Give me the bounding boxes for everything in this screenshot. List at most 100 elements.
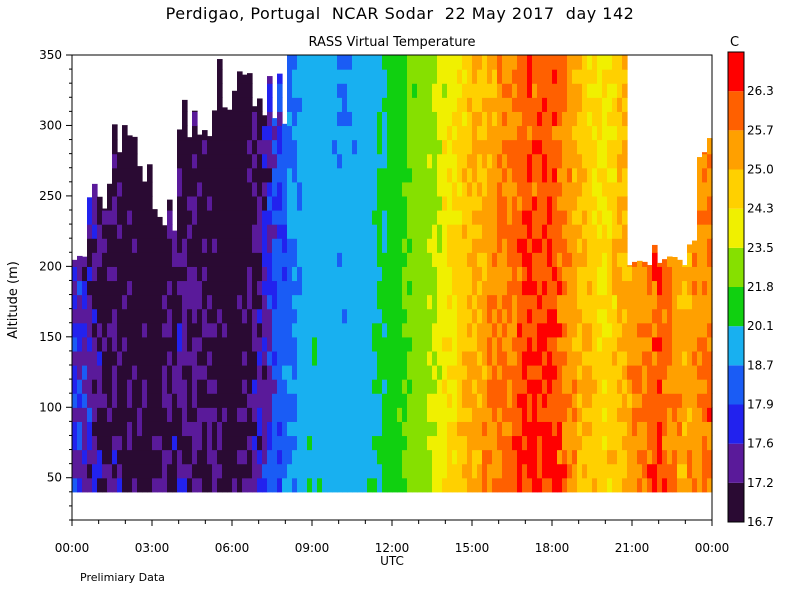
heatmap-cell [327, 83, 333, 98]
heatmap-cell [167, 210, 173, 225]
heatmap-cell [192, 252, 198, 267]
heatmap-cell [612, 252, 618, 267]
heatmap-cell [177, 350, 183, 366]
heatmap-cell [287, 379, 293, 394]
heatmap-cell [487, 111, 493, 127]
heatmap-cell [457, 181, 463, 197]
heatmap-cell [157, 280, 163, 296]
heatmap-cell [702, 224, 708, 239]
heatmap-cell [167, 407, 173, 422]
heatmap-cell [387, 153, 393, 169]
heatmap-cell [357, 393, 363, 408]
heatmap-cell [312, 224, 318, 239]
heatmap-cell [462, 365, 468, 380]
heatmap-cell [617, 336, 623, 352]
heatmap-cell [222, 336, 228, 352]
heatmap-cell [687, 365, 693, 380]
heatmap-cell [592, 379, 598, 394]
heatmap-cell [262, 280, 268, 296]
heatmap-cell [397, 153, 403, 169]
heatmap-cell [557, 336, 563, 352]
heatmap-cell [307, 463, 313, 479]
heatmap-cell [532, 463, 538, 479]
heatmap-cell [472, 83, 478, 98]
heatmap-cell [537, 111, 543, 127]
heatmap-cell [577, 322, 583, 338]
heatmap-cell [577, 195, 583, 211]
heatmap-cell [297, 463, 303, 479]
heatmap-cell [182, 167, 188, 183]
heatmap-cell [442, 322, 448, 338]
heatmap-cell [422, 153, 428, 169]
heatmap-cell [457, 266, 463, 282]
heatmap-cell [472, 153, 478, 169]
heatmap-cell [637, 280, 643, 296]
heatmap-cell [182, 393, 188, 408]
heatmap-cell [102, 252, 108, 267]
heatmap-cell [472, 365, 478, 380]
heatmap-cell [257, 266, 263, 282]
heatmap-cell [602, 336, 608, 352]
heatmap-cell [342, 153, 348, 169]
heatmap-cell [247, 238, 253, 253]
heatmap-cell [512, 463, 518, 479]
x-tick-label: 09:00 [295, 541, 330, 555]
heatmap-cell [602, 167, 608, 183]
heatmap-cell [117, 308, 123, 324]
heatmap-cell [472, 55, 478, 70]
heatmap-cell [497, 181, 503, 197]
heatmap-cell [562, 83, 568, 98]
heatmap-cell [327, 69, 333, 84]
heatmap-cell [397, 69, 403, 84]
heatmap-cell [542, 322, 548, 338]
heatmap-cell [172, 393, 178, 408]
heatmap-cell [582, 167, 588, 183]
heatmap-cell [232, 238, 238, 253]
heatmap-cell [377, 139, 383, 155]
heatmap-cell [187, 407, 193, 422]
heatmap-cell [407, 224, 413, 239]
heatmap-cell [387, 463, 393, 479]
heatmap-cell [202, 393, 208, 408]
heatmap-cell [707, 238, 713, 253]
heatmap-cell [397, 322, 403, 338]
heatmap-cell [352, 477, 358, 493]
heatmap-cell [127, 153, 133, 169]
heatmap-cell [292, 421, 298, 437]
heatmap-cell [637, 350, 643, 366]
heatmap-cell [647, 477, 653, 493]
heatmap-cell [437, 435, 443, 451]
heatmap-cell [637, 379, 643, 394]
heatmap-cell [402, 463, 408, 479]
heatmap-cell [262, 266, 268, 282]
heatmap-cell [192, 393, 198, 408]
heatmap-cell [242, 280, 248, 296]
heatmap-cell [77, 393, 83, 408]
heatmap-cell [542, 224, 548, 239]
x-tick-label: 15:00 [455, 541, 490, 555]
heatmap-cell [247, 210, 253, 225]
heatmap-cell [197, 407, 203, 422]
heatmap-cell [212, 111, 218, 127]
heatmap-cell [692, 294, 698, 310]
heatmap-cell [327, 280, 333, 296]
heatmap-cell [297, 167, 303, 183]
heatmap-cell [362, 83, 368, 98]
heatmap-cell [527, 477, 533, 493]
heatmap-cell [462, 336, 468, 352]
heatmap-cell [277, 181, 283, 197]
heatmap-cell [547, 463, 553, 479]
heatmap-cell [192, 477, 198, 493]
heatmap-cell [472, 407, 478, 422]
heatmap-cell [257, 463, 263, 479]
heatmap-cell [512, 167, 518, 183]
heatmap-cell [337, 379, 343, 394]
heatmap-cell [667, 463, 673, 479]
heatmap-cell [542, 238, 548, 253]
heatmap-cell [422, 407, 428, 422]
heatmap-cell [202, 167, 208, 183]
heatmap-cell [132, 322, 138, 338]
heatmap-cell [97, 322, 103, 338]
heatmap-cell [347, 322, 353, 338]
heatmap-cell [112, 266, 118, 282]
